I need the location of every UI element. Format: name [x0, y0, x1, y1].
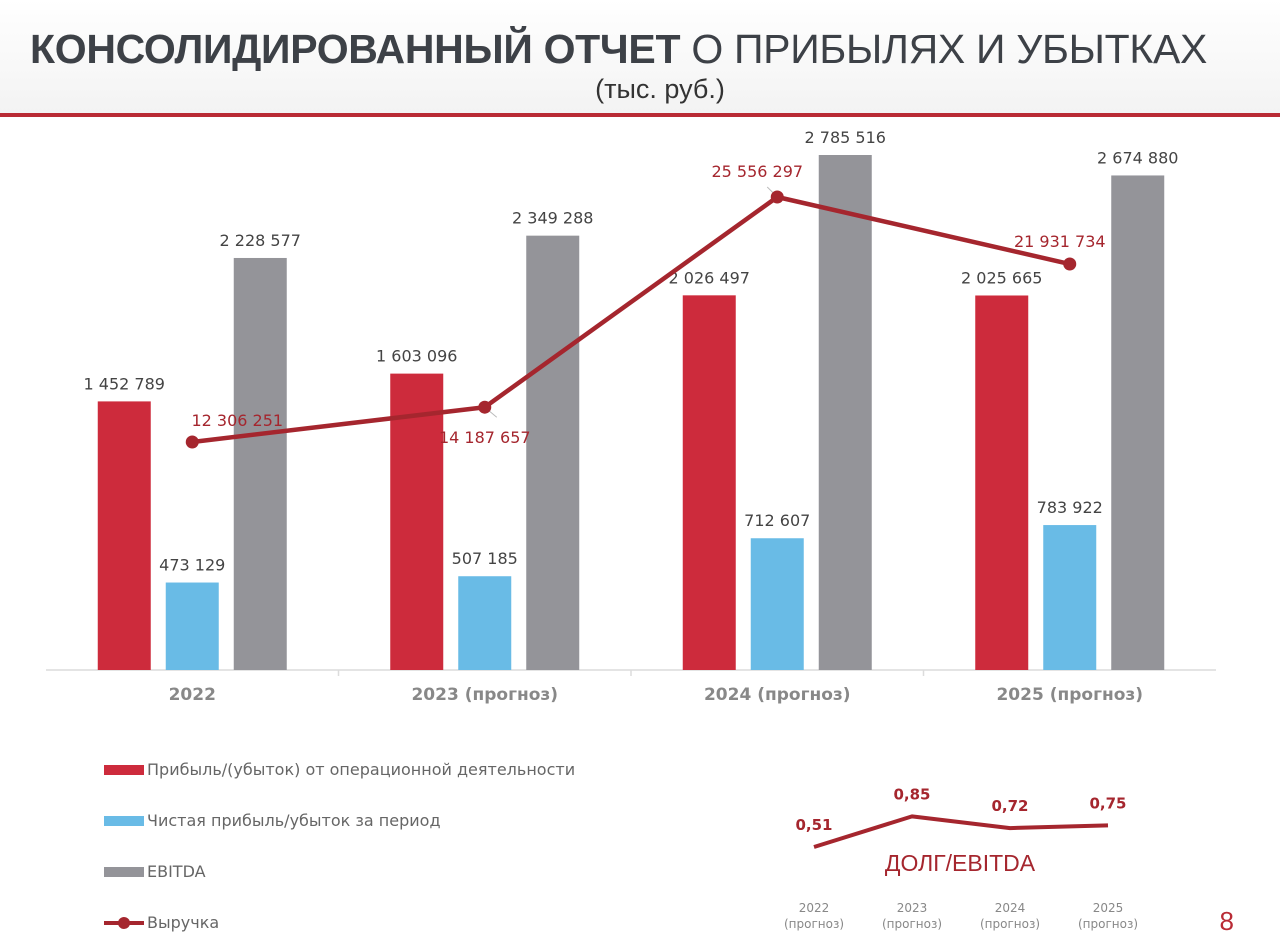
ebitda-bar — [233, 257, 287, 670]
debt-ebitda-tick-label: 2023 (прогноз) — [882, 901, 942, 931]
debt-ebitda-line — [813, 814, 1109, 849]
x-tick-label: 2024 (прогноз) — [704, 685, 851, 705]
revenue-point — [478, 400, 492, 414]
ebitda-label: 2 785 516 — [805, 128, 886, 147]
operating-profit-bar — [975, 295, 1029, 670]
legend-label-net: Чистая прибыль/убыток за период — [147, 811, 441, 830]
legend-swatch-ebitda — [104, 866, 144, 877]
x-tick-label: 2023 (прогноз) — [411, 685, 558, 705]
page-subtitle: (тыс. руб.) — [595, 74, 725, 104]
legend-item-net: Чистая прибыль/убыток за период — [104, 811, 441, 830]
legend-item-revenue: Выручка — [104, 913, 219, 932]
legend-swatch-revenue — [104, 916, 144, 929]
revenue-label: 25 556 297 — [711, 162, 803, 181]
operating-profit-label: 1 452 789 — [84, 374, 165, 393]
x-tick-label: 2022 — [169, 685, 216, 705]
debt-ebitda-value: 0,51 — [795, 816, 832, 834]
legend-swatch-net — [104, 815, 144, 826]
revenue-point — [185, 435, 199, 449]
debt-ebitda-value: 0,85 — [893, 785, 930, 803]
ebitda-label: 2 349 288 — [512, 209, 593, 228]
debt-ebitda-value: 0,72 — [991, 797, 1028, 815]
main-chart: 1 452 789 473 129 2 228 577 2022 1 603 096 50… — [46, 128, 1216, 705]
legend-swatch-operating — [104, 764, 144, 775]
net-profit-label: 507 185 — [452, 549, 518, 568]
legend-label-ebitda: EBITDA — [147, 862, 206, 881]
net-profit-bar — [165, 582, 219, 670]
legend-item-operating: Прибыль/(убыток) от операционной деятель… — [104, 760, 575, 779]
net-profit-bar — [458, 576, 512, 670]
legend-label-revenue: Выручка — [147, 913, 220, 932]
operating-profit-bar — [97, 401, 151, 670]
title-bold: КОНСОЛИДИРОВАННЫЙ ОТЧЕТ — [30, 26, 681, 72]
page-title: КОНСОЛИДИРОВАННЫЙ ОТЧЕТ О ПРИБЫЛЯХ И УБЫ… — [30, 24, 1207, 74]
page-number: 8 — [1219, 906, 1234, 936]
debt-ebitda-tick-label: 2022 (прогноз) — [784, 901, 844, 931]
net-profit-label: 783 922 — [1037, 498, 1103, 517]
operating-profit-label: 2 025 665 — [961, 268, 1042, 287]
x-tick-label: 2025 (прогноз) — [996, 685, 1143, 705]
ebitda-label: 2 228 577 — [220, 231, 301, 250]
ebitda-bar — [818, 155, 872, 670]
operating-profit-bar — [390, 373, 444, 670]
revenue-label: 12 306 251 — [191, 411, 283, 430]
ebitda-bar — [526, 235, 580, 671]
legend-item-ebitda: EBITDA — [104, 862, 206, 881]
revenue-point — [1063, 257, 1077, 271]
debt-ebitda-value: 0,75 — [1089, 794, 1126, 812]
revenue-label: 21 931 734 — [1014, 232, 1106, 251]
operating-profit-label: 2 026 497 — [669, 268, 750, 287]
debt-ebitda-title: ДОЛГ/EBITDA — [885, 850, 1036, 876]
operating-profit-label: 1 603 096 — [376, 347, 457, 366]
debt-ebitda-tick-label: 2024 (прогноз) — [980, 901, 1040, 931]
net-profit-label: 473 129 — [159, 556, 225, 575]
revenue-point — [770, 190, 784, 204]
debt-ebitda-chart: 0,51 0,85 0,72 0,75 ДОЛГ/EBITDA 2022 (прогноз)… — [784, 785, 1138, 931]
net-profit-bar — [1043, 525, 1097, 670]
operating-profit-bar — [682, 295, 736, 670]
title-rest: О ПРИБЫЛЯХ И УБЫТКАХ — [691, 26, 1208, 72]
net-profit-bar — [750, 538, 804, 670]
revenue-label: 14 187 657 — [439, 428, 531, 447]
net-profit-label: 712 607 — [744, 511, 810, 530]
revenue-line — [191, 194, 1071, 445]
ebitda-bar — [1111, 175, 1165, 670]
header-divider — [0, 113, 1280, 117]
ebitda-label: 2 674 880 — [1097, 148, 1178, 167]
debt-ebitda-tick-label: 2025 (прогноз) — [1078, 901, 1138, 931]
legend-label-operating: Прибыль/(убыток) от операционной деятель… — [147, 760, 576, 779]
header-band — [0, 0, 1280, 113]
